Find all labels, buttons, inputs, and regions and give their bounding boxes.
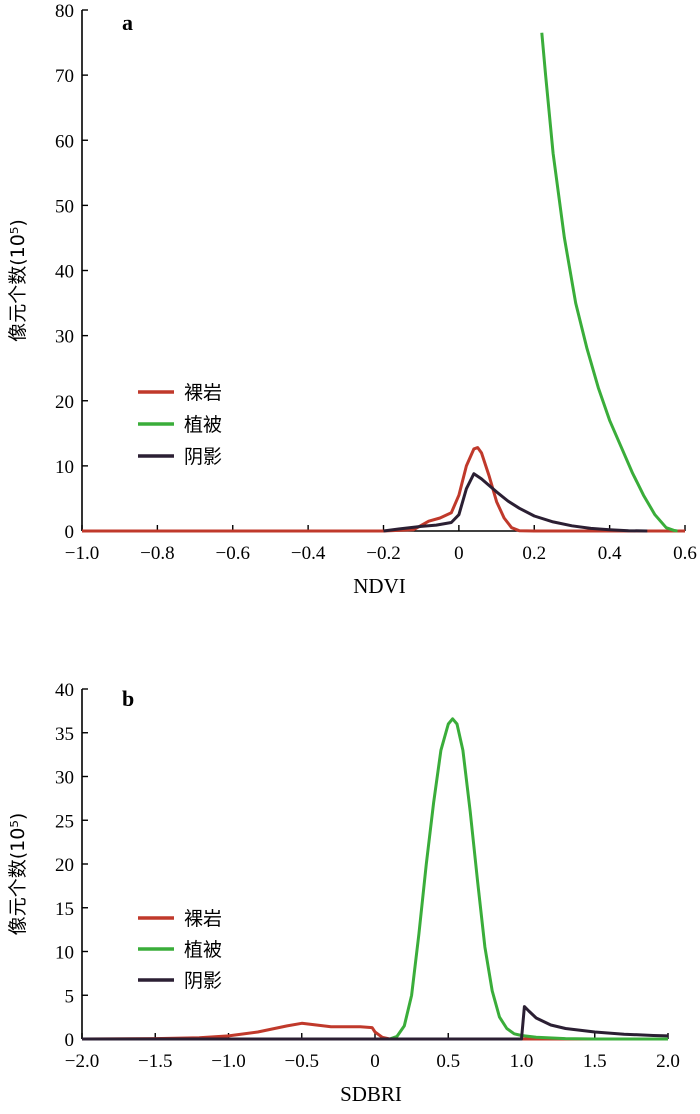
legend-label: 植被 [184,939,222,961]
panel-label: b [122,686,134,711]
legend-label: 阴影 [184,970,222,992]
x-tick-label: −1.0 [65,543,99,564]
y-tick-label: 10 [55,457,74,478]
legend-label: 阴影 [184,446,222,468]
y-tick-label: 0 [65,1030,75,1051]
series-line-a-0 [82,446,685,533]
x-axis-label: SDBRI [340,1082,402,1106]
series-line-b-1 [82,717,668,1041]
x-tick-label: 0.4 [598,543,622,564]
x-tick-label: −0.2 [366,543,400,564]
x-tick-label: −0.5 [285,1051,319,1072]
y-tick-label: 20 [55,855,74,876]
y-tick-label: 30 [55,327,74,348]
x-tick-label: −0.8 [140,543,174,564]
x-tick-label: −2.0 [65,1051,99,1072]
x-tick-label: −0.6 [216,543,250,564]
panel-label: a [122,10,133,35]
y-tick-label: 10 [55,943,74,964]
legend-label: 植被 [184,414,222,436]
y-tick-label: 0 [65,522,75,543]
x-tick-label: 0.6 [673,543,697,564]
y-tick-label: 15 [55,899,74,920]
x-tick-label: 0 [454,543,464,564]
x-tick-label: 0 [370,1051,380,1072]
series-line-a-2 [383,472,648,533]
y-tick-label: 40 [55,262,74,283]
series-line-b-0 [81,1021,668,1041]
series-line-a-1 [540,32,678,533]
y-tick-label: 70 [55,66,74,87]
y-tick-label: 20 [55,392,74,413]
y-tick-label: 25 [55,811,74,832]
y-tick-label: 30 [55,768,74,789]
y-tick-label: 40 [55,680,74,701]
legend-label: 裸岩 [184,382,222,404]
series-line-b-2 [82,1005,669,1041]
y-tick-label: 35 [55,724,74,745]
y-axis-label: 像元个数(10⁵) [7,219,29,342]
x-tick-label: −1.0 [211,1051,245,1072]
y-tick-label: 50 [55,196,74,217]
x-tick-label: −0.4 [291,543,326,564]
y-tick-label: 5 [65,986,75,1007]
legend-label: 裸岩 [184,908,222,930]
y-tick-label: 80 [55,1,74,22]
y-tick-label: 60 [55,131,74,152]
y-axis-label: 像元个数(10⁵) [7,813,29,936]
x-tick-label: 1.5 [583,1051,607,1072]
x-tick-label: 0.2 [522,543,546,564]
x-tick-label: 0.5 [436,1051,460,1072]
x-tick-label: 2.0 [656,1051,680,1072]
x-axis-label: NDVI [353,574,406,598]
x-tick-label: −1.5 [138,1051,172,1072]
x-tick-label: 1.0 [510,1051,534,1072]
